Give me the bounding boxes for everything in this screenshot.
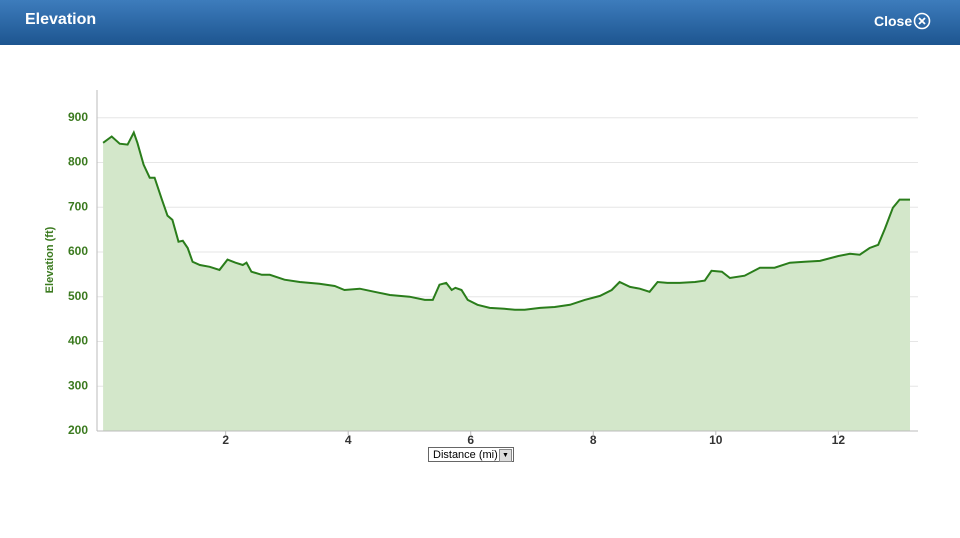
x-tick-label: 8 [590, 433, 597, 447]
y-tick-label: 400 [68, 334, 88, 348]
y-tick-label: 200 [68, 423, 88, 437]
chart: Elevation (ft) 200 300 400 500 600 700 800 900 2… [44, 90, 918, 447]
y-tick-label: 800 [68, 155, 88, 169]
y-tick-label: 300 [68, 378, 88, 392]
modal-title: Elevation [25, 11, 97, 28]
x-tick-label: 12 [832, 433, 846, 447]
y-tick-label: 900 [68, 110, 88, 124]
x-tick-label: 4 [345, 433, 352, 447]
x-tick-label: 6 [467, 433, 474, 447]
y-axis-label: Elevation (ft) [44, 226, 56, 293]
y-tick-label: 600 [68, 244, 88, 258]
x-tick-label: 2 [222, 433, 229, 447]
close-icon[interactable] [913, 12, 931, 30]
area [103, 132, 911, 431]
page: Elevation Close Elevation (ft) 200 300 400… [0, 0, 960, 462]
line [102, 129, 910, 311]
select-text: Distance (mi) [433, 449, 498, 461]
x-unit-select[interactable]: Distance (mi) ▼ [428, 447, 514, 462]
y-tick-label: 700 [68, 199, 88, 213]
select-arrow[interactable]: ▼ [499, 449, 512, 462]
close-button[interactable]: Close [874, 13, 913, 29]
y-tick-label: 500 [68, 289, 88, 303]
x-tick-label: 10 [709, 433, 723, 447]
modal-header: Elevation Close [0, 0, 960, 45]
